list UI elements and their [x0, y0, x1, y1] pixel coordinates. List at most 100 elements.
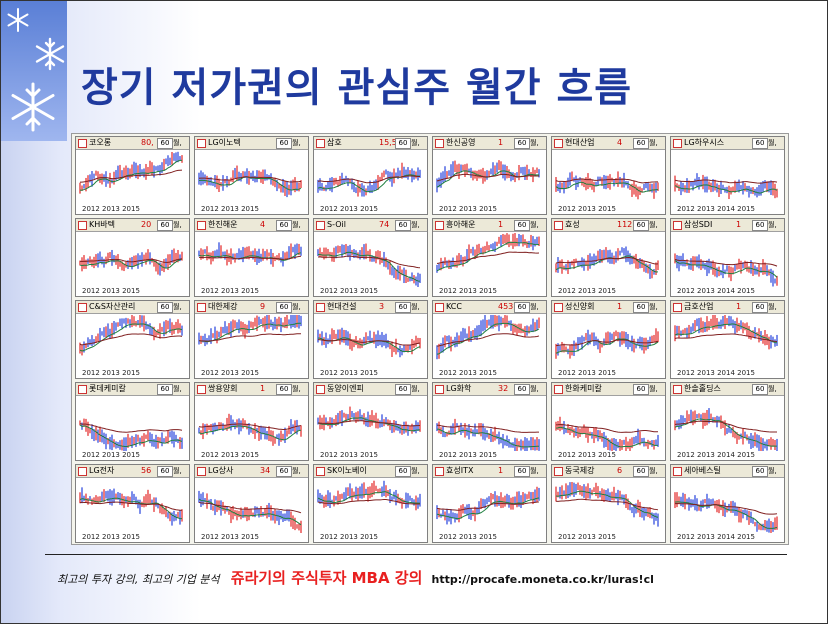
period-select[interactable]: 60: [752, 466, 768, 477]
checkbox[interactable]: [197, 303, 206, 312]
checkbox[interactable]: [673, 467, 682, 476]
period-select[interactable]: 60: [276, 302, 292, 313]
stock-chart-panel[interactable]: 현대건설 3 60 월, 2012 2013 2015: [313, 300, 428, 379]
checkbox[interactable]: [78, 221, 87, 230]
week-label: 월,: [649, 385, 658, 393]
period-select[interactable]: 60: [752, 302, 768, 313]
checkbox[interactable]: [554, 303, 563, 312]
stock-chart-panel[interactable]: 동양이엔피 60 월, 2012 2013 2015: [313, 382, 428, 461]
checkbox[interactable]: [316, 221, 325, 230]
stock-chart-panel[interactable]: 코오롱 80, 60 월, 2012 2013 2015: [75, 136, 190, 215]
period-select[interactable]: 60: [514, 138, 530, 149]
stock-chart-panel[interactable]: 세아베스틸 60 월, 2012 2013 2014 2015: [670, 464, 785, 543]
checkbox[interactable]: [435, 467, 444, 476]
period-select[interactable]: 60: [514, 302, 530, 313]
stock-chart-panel[interactable]: 현대산업 4 60 월, 2012 2013 2015: [551, 136, 666, 215]
week-label: 월,: [411, 221, 420, 229]
checkbox[interactable]: [197, 467, 206, 476]
period-select[interactable]: 60: [514, 384, 530, 395]
period-select[interactable]: 60: [633, 302, 649, 313]
stock-chart-panel[interactable]: LG상사 34 60 월, 2012 2013 2015: [194, 464, 309, 543]
period-select[interactable]: 60: [157, 138, 173, 149]
checkbox[interactable]: [78, 385, 87, 394]
period-select[interactable]: 60: [633, 384, 649, 395]
checkbox[interactable]: [435, 385, 444, 394]
checkbox[interactable]: [435, 221, 444, 230]
stock-chart-panel[interactable]: 대한제강 9 60 월, 2012 2013 2015: [194, 300, 309, 379]
period-select[interactable]: 60: [395, 220, 411, 231]
checkbox[interactable]: [673, 139, 682, 148]
period-select[interactable]: 60: [752, 220, 768, 231]
stock-chart-panel[interactable]: LG하우시스 60 월, 2012 2013 2014 2015: [670, 136, 785, 215]
checkbox[interactable]: [316, 139, 325, 148]
stock-price: 74: [379, 220, 390, 229]
period-select[interactable]: 60: [276, 220, 292, 231]
checkbox[interactable]: [435, 139, 444, 148]
stock-chart-panel[interactable]: KH바텍 20 60 월, 2012 2013 2015: [75, 218, 190, 297]
stock-name: 쌍용양회: [208, 384, 238, 393]
period-select[interactable]: 60: [395, 466, 411, 477]
checkbox[interactable]: [554, 385, 563, 394]
stock-chart-panel[interactable]: 성신양회 1 60 월, 2012 2013 2015: [551, 300, 666, 379]
checkbox[interactable]: [673, 385, 682, 394]
checkbox[interactable]: [673, 221, 682, 230]
checkbox[interactable]: [316, 303, 325, 312]
moving-average-line: [436, 428, 539, 448]
checkbox[interactable]: [316, 385, 325, 394]
period-select[interactable]: 60: [157, 384, 173, 395]
stock-chart-panel[interactable]: 한신공영 1 60 월, 2012 2013 2015: [432, 136, 547, 215]
panel-header: 성신양회 1 60 월,: [552, 301, 665, 314]
checkbox[interactable]: [78, 467, 87, 476]
stock-chart-panel[interactable]: S-Oil 74 60 월, 2012 2013 2015: [313, 218, 428, 297]
checkbox[interactable]: [197, 221, 206, 230]
period-select[interactable]: 60: [514, 220, 530, 231]
stock-chart-panel[interactable]: 삼호 15,5060월, 2012 2013 2015: [313, 136, 428, 215]
stock-chart-panel[interactable]: 동국제강 6 60 월, 2012 2013 2015: [551, 464, 666, 543]
checkbox[interactable]: [78, 303, 87, 312]
stock-chart-panel[interactable]: 흥아해운 1 60 월, 2012 2013 2015: [432, 218, 547, 297]
stock-chart-panel[interactable]: 한진해운 4 60 월, 2012 2013 2015: [194, 218, 309, 297]
period-select[interactable]: 60: [633, 466, 649, 477]
stock-chart-panel[interactable]: 삼성SDI 1 60 월, 2012 2013 2014 2015: [670, 218, 785, 297]
checkbox[interactable]: [554, 467, 563, 476]
checkbox[interactable]: [673, 303, 682, 312]
period-select[interactable]: 60: [157, 466, 173, 477]
footer-url[interactable]: http://procafe.moneta.co.kr/luras!cl: [431, 573, 654, 586]
checkbox[interactable]: [197, 385, 206, 394]
period-select[interactable]: 60: [157, 220, 173, 231]
checkbox[interactable]: [197, 139, 206, 148]
stock-chart-panel[interactable]: LG전자 56 60 월, 2012 2013 2015: [75, 464, 190, 543]
period-select[interactable]: 60: [752, 138, 768, 149]
stock-chart-panel[interactable]: LG이노텍 60 월, 2012 2013 2015: [194, 136, 309, 215]
checkbox[interactable]: [78, 139, 87, 148]
checkbox[interactable]: [554, 221, 563, 230]
checkbox[interactable]: [554, 139, 563, 148]
stock-chart-panel[interactable]: 롯데케미칼 60 월, 2012 2013 2015: [75, 382, 190, 461]
period-select[interactable]: 60: [633, 138, 649, 149]
checkbox[interactable]: [435, 303, 444, 312]
stock-name: LG이노텍: [208, 138, 241, 147]
stock-chart-panel[interactable]: 한솔홀딩스 60 월, 2012 2013 2014 2015: [670, 382, 785, 461]
period-select[interactable]: 60: [395, 302, 411, 313]
stock-chart-panel[interactable]: KCC 453,560월, 2012 2013 2015: [432, 300, 547, 379]
period-select[interactable]: 60: [276, 384, 292, 395]
stock-chart-panel[interactable]: 한화케미칼 60 월, 2012 2013 2015: [551, 382, 666, 461]
period-select[interactable]: 60: [395, 138, 411, 149]
checkbox[interactable]: [316, 467, 325, 476]
stock-chart-panel[interactable]: 쌍용양회 1 60 월, 2012 2013 2015: [194, 382, 309, 461]
period-select[interactable]: 60: [395, 384, 411, 395]
stock-chart-panel[interactable]: LG화학 32 60 월, 2012 2013 2015: [432, 382, 547, 461]
stock-name: KH바텍: [89, 220, 115, 229]
period-select[interactable]: 60: [157, 302, 173, 313]
period-select[interactable]: 60: [276, 466, 292, 477]
period-select[interactable]: 60: [633, 220, 649, 231]
moving-average-line: [198, 333, 302, 342]
stock-chart-panel[interactable]: 효성ITX 1 60 월, 2012 2013 2015: [432, 464, 547, 543]
stock-chart-panel[interactable]: 금호산업 1 60 월, 2012 2013 2014 2015: [670, 300, 785, 379]
stock-chart-panel[interactable]: SK이노베이 60 월, 2012 2013 2015: [313, 464, 428, 543]
period-select[interactable]: 60: [514, 466, 530, 477]
stock-chart-panel[interactable]: C&S자산관리 60 월, 2012 2013 2015: [75, 300, 190, 379]
period-select[interactable]: 60: [752, 384, 768, 395]
period-select[interactable]: 60: [276, 138, 292, 149]
